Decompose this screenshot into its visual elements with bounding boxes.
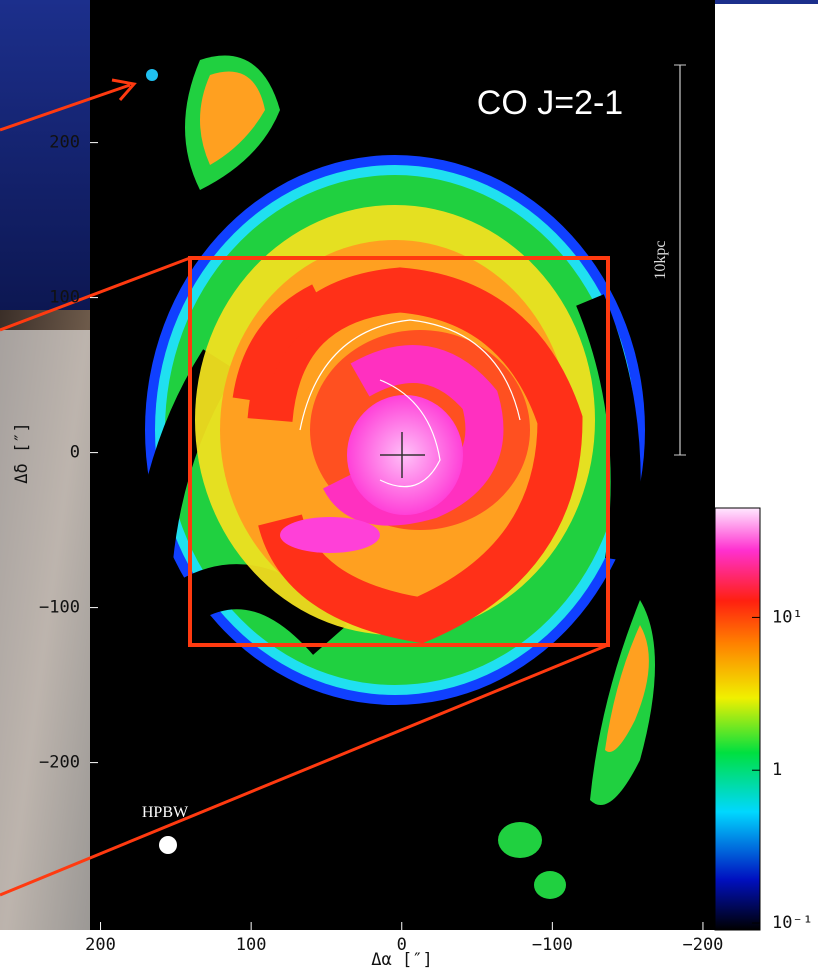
colorbar-tick-label: 10¹ <box>772 607 803 627</box>
y-tick-label: −100 <box>39 598 80 618</box>
x-tick-label: 0 <box>397 935 407 955</box>
x-tick-label: 200 <box>85 935 116 955</box>
map-title: CO J=2-1 <box>477 84 623 122</box>
figure: 10kpc CO J=2-1 HPBW Δα [″] Δδ [″] 200100… <box>0 0 818 970</box>
y-tick-label: 0 <box>70 443 80 463</box>
y-axis-label: Δδ [″] <box>12 422 32 483</box>
emission <box>534 871 566 899</box>
y-tick-label: 100 <box>49 288 80 308</box>
label-backdrop <box>0 330 90 930</box>
colorbar-tick-label: 1 <box>772 760 782 780</box>
emission <box>498 822 542 858</box>
colorbar-tick-label: 10⁻¹ <box>772 913 813 933</box>
emission <box>280 517 380 553</box>
y-tick-label: 200 <box>49 133 80 153</box>
x-tick-label: −100 <box>532 935 573 955</box>
beam-label: HPBW <box>142 804 189 821</box>
marker-dot <box>146 69 158 81</box>
y-tick-label: −200 <box>39 753 80 773</box>
beam <box>159 836 177 854</box>
x-tick-label: −200 <box>682 935 723 955</box>
page: {"chart_data": {"type": "map", "title": … <box>0 0 818 970</box>
colorbar <box>715 508 760 930</box>
scale-bar-label: 10kpc <box>652 240 669 279</box>
x-tick-label: 100 <box>236 935 267 955</box>
